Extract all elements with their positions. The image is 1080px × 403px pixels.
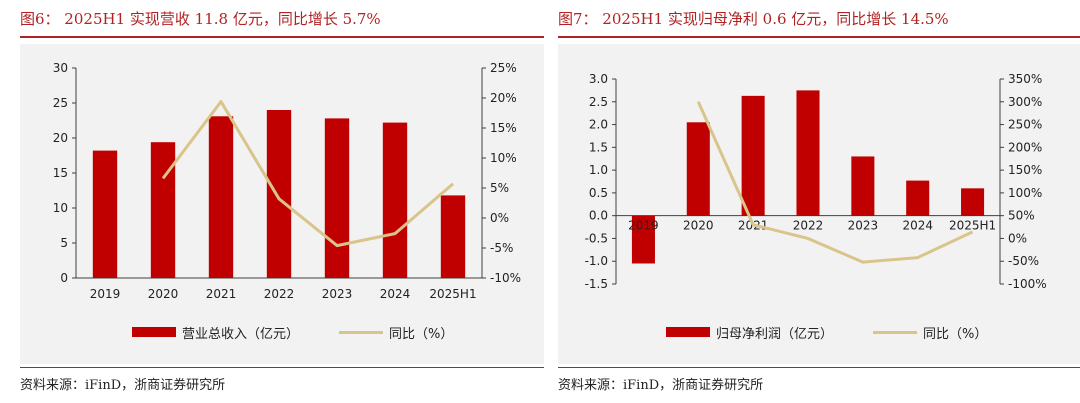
y-tick-label-left: 0 bbox=[60, 271, 68, 285]
y-tick-label-left: 10 bbox=[53, 201, 68, 215]
y-tick-label-right: 50% bbox=[1008, 209, 1035, 223]
y-tick-label-right: -100% bbox=[1008, 277, 1047, 291]
x-tick-label: 2022 bbox=[793, 219, 824, 233]
source-note: 资料来源：iFinD，浙商证券研究所 bbox=[20, 378, 226, 393]
plot-area: 0 5 10 15 20 25 30 -10% -5% 0% 5% 10% 15% 20% 25% 2019 2… bbox=[20, 44, 544, 364]
y-tick-label-right: -50% bbox=[1008, 254, 1039, 268]
bar-2019 bbox=[631, 215, 655, 264]
y-tick-label-right: 0% bbox=[490, 211, 509, 225]
chart-title: 图6： 2025H1 实现营收 11.8 亿元，同比增长 5.7% bbox=[20, 10, 381, 28]
title-divider bbox=[20, 36, 544, 38]
bar-2022 bbox=[796, 90, 820, 216]
source-note: 资料来源：iFinD，浙商证券研究所 bbox=[558, 378, 764, 393]
y-tick-label-left: 1.5 bbox=[589, 140, 608, 154]
legend-label-line: 同比（%） bbox=[389, 326, 454, 342]
y-tick-label-right: 5% bbox=[490, 181, 509, 195]
x-tick-label: 2025H1 bbox=[429, 287, 476, 301]
net-profit-chart-svg: -1.5 -1.0 -0.5 0.0 0.5 1.0 1.5 2.0 2.5 3.0 -100% -5… bbox=[585, 72, 1047, 291]
y-tick-label-right: 10% bbox=[490, 151, 517, 165]
legend-label-bar: 营业总收入（亿元） bbox=[182, 326, 300, 342]
x-tick-label: 2024 bbox=[902, 219, 933, 233]
y-tick-label-right: -10% bbox=[490, 271, 521, 285]
y-tick-label-left: 30 bbox=[53, 61, 68, 75]
x-tick-label: 2019 bbox=[90, 287, 121, 301]
y-tick-label-right: 150% bbox=[1008, 163, 1042, 177]
y-tick-label-left: -1.0 bbox=[585, 254, 608, 268]
bar-2025H1 bbox=[440, 195, 466, 278]
bar-2019 bbox=[92, 150, 118, 278]
y-tick-label-left: 15 bbox=[53, 166, 68, 180]
yoy-growth-line bbox=[696, 101, 974, 264]
bar-2020 bbox=[686, 122, 710, 216]
x-tick-label: 2023 bbox=[322, 287, 353, 301]
y-tick-label-right: 350% bbox=[1008, 72, 1042, 86]
y-tick-label-right: 20% bbox=[490, 91, 517, 105]
x-tick-label: 2025H1 bbox=[949, 219, 996, 233]
y-tick-label-right: 15% bbox=[490, 121, 517, 135]
chart-panel-net-profit: 图7： 2025H1 实现归母净利 0.6 亿元，同比增长 14.5% -1.5… bbox=[558, 0, 1080, 403]
y-tick-label-left: 2.0 bbox=[589, 118, 608, 132]
legend: 营业总收入（亿元） 同比（%） bbox=[132, 322, 493, 342]
bar-2024 bbox=[382, 122, 408, 278]
chart-panel-revenue: 图6： 2025H1 实现营收 11.8 亿元，同比增长 5.7% 0 5 10 15… bbox=[20, 0, 544, 403]
source-divider bbox=[558, 367, 1080, 368]
y-tick-label-left: -0.5 bbox=[585, 231, 608, 245]
x-tick-label: 2020 bbox=[148, 287, 179, 301]
x-tick-label: 2022 bbox=[264, 287, 295, 301]
bar-2024 bbox=[906, 180, 930, 216]
y-tick-label-right: 0% bbox=[1008, 231, 1027, 245]
legend-label-bar: 归母净利润（亿元） bbox=[716, 326, 834, 342]
y-tick-label-right: 300% bbox=[1008, 95, 1042, 109]
source-divider bbox=[20, 367, 544, 368]
legend-swatch-line bbox=[339, 330, 384, 334]
bar-2023 bbox=[324, 118, 350, 279]
legend-label-line: 同比（%） bbox=[923, 326, 988, 342]
chart-title: 图7： 2025H1 实现归母净利 0.6 亿元，同比增长 14.5% bbox=[558, 10, 949, 28]
x-tick-label: 2023 bbox=[848, 219, 879, 233]
bar-2025H1 bbox=[961, 188, 985, 216]
y-tick-label-right: 100% bbox=[1008, 186, 1042, 200]
legend-item-bar: 归母净利润（亿元） bbox=[666, 323, 833, 342]
x-tick-label: 2024 bbox=[380, 287, 411, 301]
x-tick-label: 2020 bbox=[683, 219, 714, 233]
y-tick-label-right: 250% bbox=[1008, 118, 1042, 132]
legend-swatch-line bbox=[873, 330, 918, 334]
y-tick-label-left: 20 bbox=[53, 131, 68, 145]
revenue-chart-svg: 0 5 10 15 20 25 30 -10% -5% 0% 5% 10% 15% 20% 25% 2019 2… bbox=[53, 61, 521, 301]
y-tick-label-left: 1.0 bbox=[589, 163, 608, 177]
x-tick-label: 2021 bbox=[206, 287, 237, 301]
plot-area: -1.5 -1.0 -0.5 0.0 0.5 1.0 1.5 2.0 2.5 3.0 -100% -5… bbox=[558, 44, 1080, 364]
legend-item-line: 同比（%） bbox=[873, 323, 987, 342]
yoy-growth-line bbox=[161, 100, 454, 248]
title-divider bbox=[558, 36, 1080, 38]
legend-swatch-bar bbox=[666, 327, 710, 337]
y-tick-label-right: 25% bbox=[490, 61, 517, 75]
bar-2021 bbox=[208, 116, 234, 278]
legend-item-line: 同比（%） bbox=[339, 323, 453, 342]
y-tick-label-left: 3.0 bbox=[589, 72, 608, 86]
legend: 归母净利润（亿元） 同比（%） bbox=[666, 322, 1027, 342]
y-tick-label-left: -1.5 bbox=[585, 277, 608, 291]
bar-2020 bbox=[150, 142, 176, 278]
y-tick-label-right: 200% bbox=[1008, 140, 1042, 154]
y-tick-label-right: -5% bbox=[490, 241, 513, 255]
x-tick-label: 2019 bbox=[628, 219, 659, 233]
y-tick-label-left: 2.5 bbox=[589, 95, 608, 109]
y-tick-label-left: 5 bbox=[60, 236, 68, 250]
bar-2023 bbox=[851, 156, 875, 216]
y-tick-label-left: 0.0 bbox=[589, 209, 608, 223]
y-tick-label-left: 25 bbox=[53, 96, 68, 110]
bar-2022 bbox=[266, 110, 292, 278]
y-tick-label-left: 0.5 bbox=[589, 186, 608, 200]
legend-swatch-bar bbox=[132, 327, 176, 337]
legend-item-bar: 营业总收入（亿元） bbox=[132, 323, 299, 342]
bar-2021 bbox=[741, 95, 765, 216]
